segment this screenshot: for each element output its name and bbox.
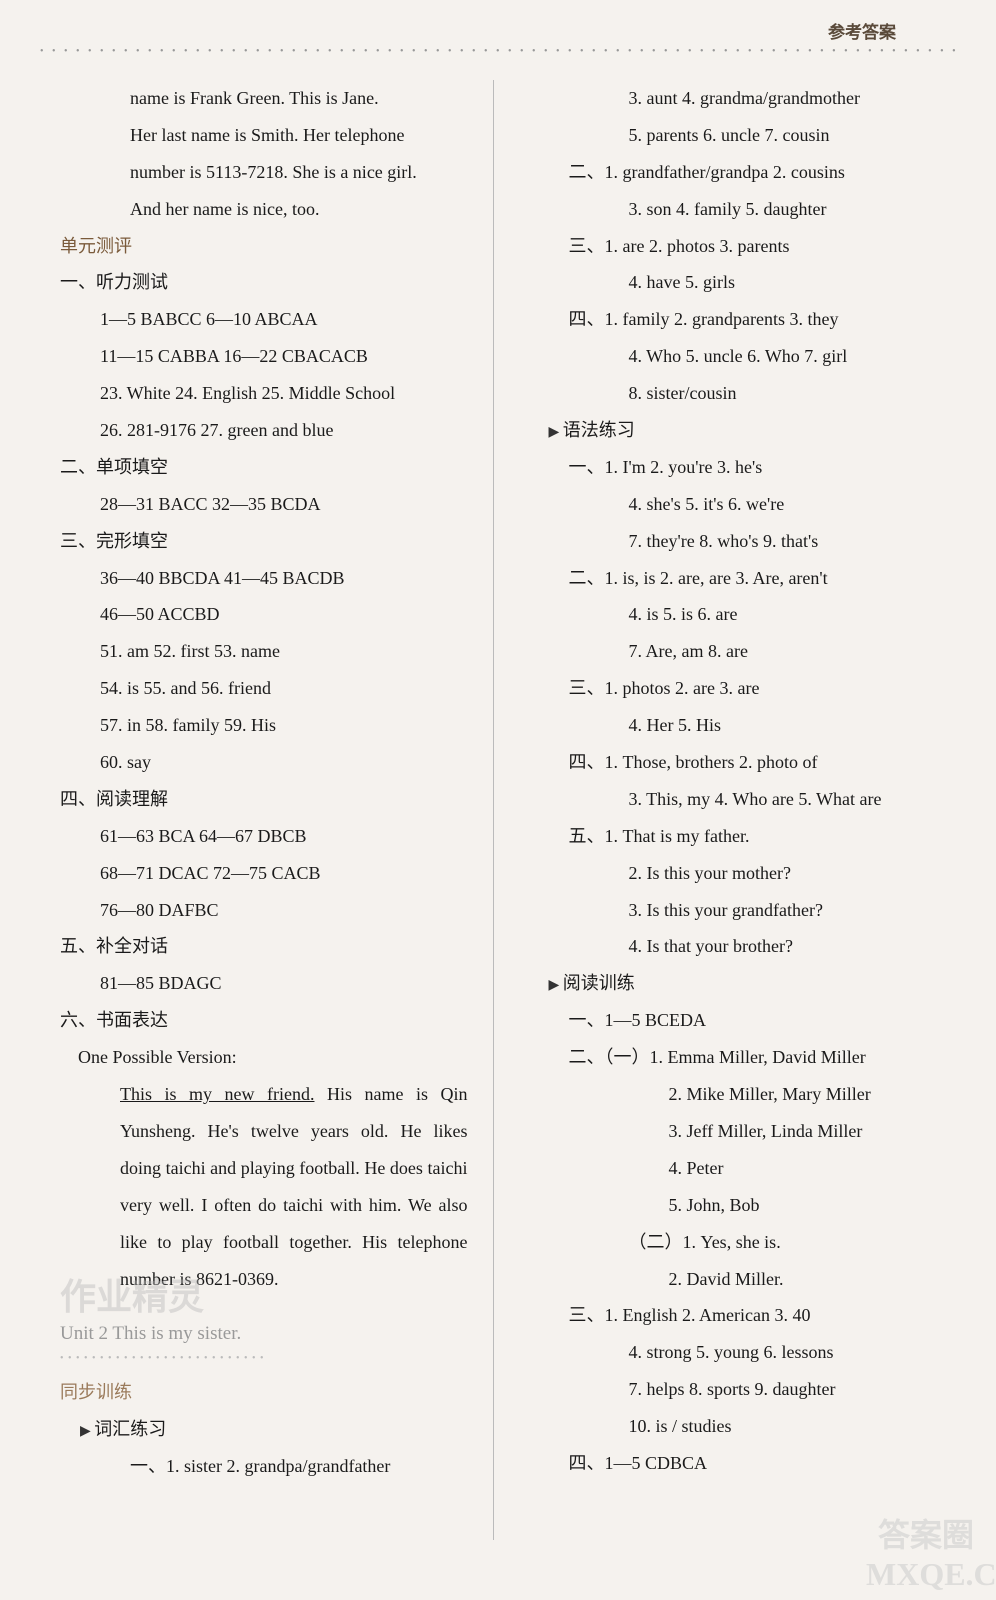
unit2-dots: • • • • • • • • • • • • • • • • • • • • … (60, 1354, 468, 1364)
answer-line: 10. is / studies (529, 1408, 937, 1445)
answer-line: 4. strong 5. young 6. lessons (529, 1334, 937, 1371)
left-column: name is Frank Green. This is Jane. Her l… (60, 80, 488, 1540)
answer-line: 一、1. sister 2. grandpa/grandfather (60, 1448, 468, 1485)
answer-line: 60. say (60, 744, 468, 781)
intro-line: Her last name is Smith. Her telephone (60, 117, 468, 154)
answer-line: 76—80 DAFBC (60, 892, 468, 929)
answer-line: 54. is 55. and 56. friend (60, 670, 468, 707)
answer-line: 4. have 5. girls (529, 264, 937, 301)
answer-line: 57. in 58. family 59. His (60, 707, 468, 744)
answer-line: 4. Is that your brother? (529, 928, 937, 965)
answer-line: 11—15 CABBA 16—22 CBACACB (60, 338, 468, 375)
intro-line: number is 5113-7218. She is a nice girl. (60, 154, 468, 191)
answer-line: 4. Who 5. uncle 6. Who 7. girl (529, 338, 937, 375)
essay-text: His name is Qin Yunsheng. He's twelve ye… (120, 1084, 468, 1288)
corner-logo: 答案圈 MXQE.COM (866, 1510, 986, 1590)
answer-line: 二、（一）1. Emma Miller, David Miller (529, 1039, 937, 1076)
answer-line: 7. helps 8. sports 9. daughter (529, 1371, 937, 1408)
answer-line: 3. Jeff Miller, Linda Miller (529, 1113, 937, 1150)
answer-line: 三、1. are 2. photos 3. parents (529, 228, 937, 265)
answer-line: 4. she's 5. it's 6. we're (529, 486, 937, 523)
answer-line: 4. is 5. is 6. are (529, 596, 937, 633)
answer-line: 四、1—5 CDBCA (529, 1445, 937, 1482)
intro-line: And her name is nice, too. (60, 191, 468, 228)
answer-line: 23. White 24. English 25. Middle School (60, 375, 468, 412)
answer-line: 五、1. That is my father. (529, 818, 937, 855)
unit2-title: Unit 2 This is my sister. (60, 1315, 468, 1354)
intro-line: name is Frank Green. This is Jane. (60, 80, 468, 117)
answer-line: 3. Is this your grandfather? (529, 892, 937, 929)
answer-line: 二、1. is, is 2. are, are 3. Are, aren't (529, 560, 937, 597)
answer-line: 4. Peter (529, 1150, 937, 1187)
grammar-heading: 语法练习 (529, 412, 937, 449)
answer-line: 61—63 BCA 64—67 DBCB (60, 818, 468, 855)
answer-line: 46—50 ACCBD (60, 596, 468, 633)
answer-line: 4. Her 5. His (529, 707, 937, 744)
answer-line: 7. Are, am 8. are (529, 633, 937, 670)
answer-line: 3. son 4. family 5. daughter (529, 191, 937, 228)
answer-line: 51. am 52. first 53. name (60, 633, 468, 670)
content-columns: name is Frank Green. This is Jane. Her l… (60, 80, 936, 1540)
answer-line: 5. parents 6. uncle 7. cousin (529, 117, 937, 154)
section-title: 二、单项填空 (60, 449, 468, 486)
essay-paragraph: This is my new friend. His name is Qin Y… (60, 1076, 468, 1297)
answer-line: 一、1. I'm 2. you're 3. he's (529, 449, 937, 486)
unit-test-heading: 单元测评 (60, 228, 468, 265)
section-title: 六、书面表达 (60, 1002, 468, 1039)
page-header: 参考答案 (828, 18, 896, 43)
answer-line: 81—85 BDAGC (60, 965, 468, 1002)
answer-line: 2. Is this your mother? (529, 855, 937, 892)
answer-line: 26. 281-9176 27. green and blue (60, 412, 468, 449)
section-title: 一、听力测试 (60, 264, 468, 301)
reading-heading: 阅读训练 (529, 965, 937, 1002)
header-dots: • • • • • • • • • • • • • • • • • • • • … (40, 46, 956, 57)
essay-underline: This is my new friend. (120, 1084, 314, 1104)
vocab-heading: 词汇练习 (60, 1411, 468, 1448)
section-title: 五、补全对话 (60, 928, 468, 965)
answer-line: 68—71 DCAC 72—75 CACB (60, 855, 468, 892)
section-title: 四、阅读理解 (60, 781, 468, 818)
answer-line: 1—5 BABCC 6—10 ABCAA (60, 301, 468, 338)
sync-training-heading: 同步训练 (60, 1374, 468, 1411)
answer-line: （二）1. Yes, she is. (529, 1224, 937, 1261)
answer-line: 2. Mike Miller, Mary Miller (529, 1076, 937, 1113)
column-divider (493, 80, 494, 1540)
answer-line: 二、1. grandfather/grandpa 2. cousins (529, 154, 937, 191)
possible-version: One Possible Version: (60, 1039, 468, 1076)
answer-line: 四、1. family 2. grandparents 3. they (529, 301, 937, 338)
answer-line: 36—40 BBCDA 41—45 BACDB (60, 560, 468, 597)
answer-line: 5. John, Bob (529, 1187, 937, 1224)
answer-line: 7. they're 8. who's 9. that's (529, 523, 937, 560)
answer-line: 2. David Miller. (529, 1261, 937, 1298)
answer-line: 28—31 BACC 32—35 BCDA (60, 486, 468, 523)
answer-line: 三、1. English 2. American 3. 40 (529, 1297, 937, 1334)
right-column: 3. aunt 4. grandma/grandmother 5. parent… (499, 80, 937, 1540)
answer-line: 3. aunt 4. grandma/grandmother (529, 80, 937, 117)
answer-line: 一、1—5 BCEDA (529, 1002, 937, 1039)
section-title: 三、完形填空 (60, 523, 468, 560)
answer-line: 8. sister/cousin (529, 375, 937, 412)
answer-line: 三、1. photos 2. are 3. are (529, 670, 937, 707)
answer-line: 四、1. Those, brothers 2. photo of (529, 744, 937, 781)
answer-line: 3. This, my 4. Who are 5. What are (529, 781, 937, 818)
